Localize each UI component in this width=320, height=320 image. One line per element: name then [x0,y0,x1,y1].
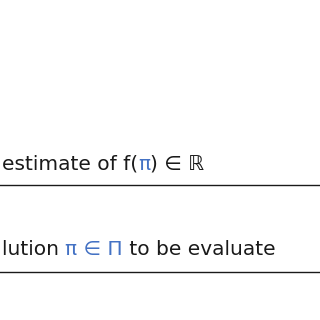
Text: π ∈ Π: π ∈ Π [65,240,123,259]
Text: π: π [138,155,150,174]
Text: to be evaluate: to be evaluate [123,240,276,259]
Text: estimate of f(: estimate of f( [2,155,138,174]
Text: lution: lution [2,240,65,259]
Text: ) ∈ ℝ: ) ∈ ℝ [150,155,204,174]
